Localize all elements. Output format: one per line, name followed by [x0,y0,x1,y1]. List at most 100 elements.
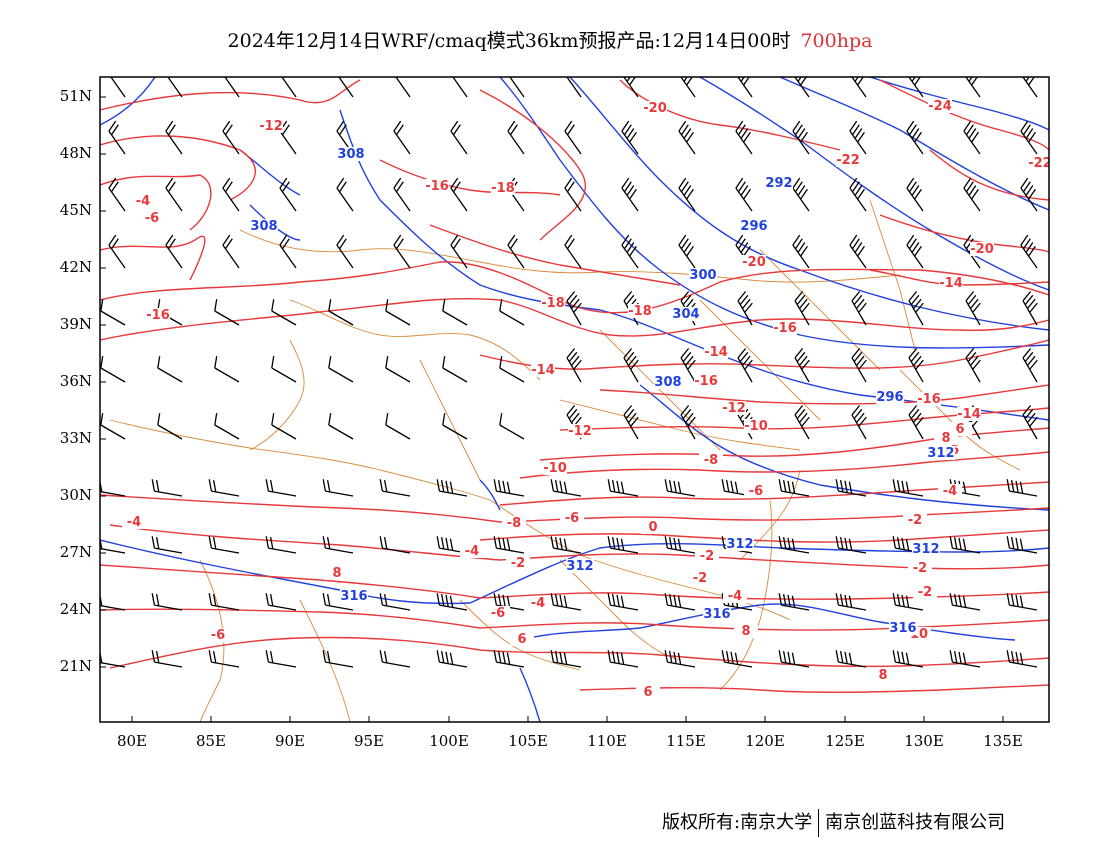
height-label: 308 [337,147,364,162]
wind-barb [157,413,183,440]
border-line [289,299,541,381]
temperature-isotherm [599,384,1049,405]
wind-barb [222,120,240,155]
temperature-label: 8 [741,624,750,639]
temperature-label: -20 [970,242,994,257]
temperature-label: -14 [939,276,963,291]
wind-barb [271,413,297,440]
label-background [526,596,550,610]
wind-barb [1006,479,1038,497]
wind-barb [385,299,411,326]
wind-barb [265,593,297,611]
wind-barb [208,479,240,497]
wind-barb [507,234,525,269]
border-line [699,299,821,421]
label-background [734,624,758,638]
wind-barb [607,650,639,668]
temperature-isotherm [109,636,1049,669]
temperature-isotherm [100,174,212,231]
wind-barb [564,234,582,269]
label-background [908,561,932,575]
wind-barb [1006,536,1038,554]
temperature-label: -2 [511,556,525,571]
temperature-isotherm [619,79,841,151]
temperature-label: -20 [643,101,667,116]
wind-barb [322,536,354,554]
label-background [722,401,746,415]
height-label: 292 [765,176,792,191]
label-background [773,321,797,335]
wind-barb [965,291,981,326]
temperature-isotherm [100,79,361,111]
wind-barb [1022,291,1038,326]
label-background [928,99,952,113]
wind-barb [450,234,468,269]
label-background [250,219,278,233]
wind-barb [906,234,924,269]
wind-barb [721,650,753,668]
wind-barb [566,348,582,383]
temperature-label: -16 [425,179,449,194]
wind-barb [1020,120,1038,155]
wind-barb [607,479,639,497]
wind-barb [906,120,924,155]
temperature-label: -4 [136,194,150,209]
wind-barb [949,593,981,611]
wind-barb [849,177,867,212]
temperature-isotherm [100,564,1049,600]
copyright-text: 版权所有:南京大学 [662,812,813,833]
height-label: 296 [876,390,903,405]
wind-barb [165,120,183,155]
wind-barb [792,177,810,212]
lon-label: 135E [983,732,1023,750]
label-background [506,556,530,570]
height-contour [519,603,1016,641]
wind-barb [737,291,753,326]
wind-barb [452,77,468,98]
wind-barb [851,348,867,383]
wind-barb [664,536,696,554]
wind-barb [737,348,753,383]
temperature-label: -24 [928,99,952,114]
height-label: 312 [912,542,939,557]
wind-barb [1022,77,1038,98]
wind-barb [436,593,468,611]
border-line [719,499,773,691]
wind-barb [214,299,240,326]
height-label: 312 [726,537,753,552]
label-background [742,255,766,269]
wind-barb [851,291,867,326]
wind-barb [151,650,183,668]
temperature-label: -4 [943,484,957,499]
label-background [337,147,365,161]
wind-barb [395,77,411,98]
lon-label: 125E [825,732,865,750]
wind-barb [794,77,810,98]
wind-barb [794,348,810,383]
wind-barb [279,177,297,212]
temperature-label: -6 [211,628,225,643]
wind-barb [393,120,411,155]
temperature-isotherm [579,684,1049,694]
label-background [913,585,937,599]
temperature-isotherm [100,235,206,281]
temperature-label: 6 [517,632,526,647]
label-background [699,453,723,467]
height-contour [479,479,501,511]
height-contour [519,667,541,722]
temperature-isotherm [100,297,1049,341]
map-frame [99,76,1050,723]
wind-barb [680,348,696,383]
temperature-label: -2 [908,513,922,528]
wind-barb [279,234,297,269]
wind-barb [735,120,753,155]
label-background [541,296,565,310]
height-contour [869,77,1049,131]
temperature-label: -2 [693,571,707,586]
lat-label: 27N [59,543,92,561]
wind-barb [623,405,639,440]
label-background [672,307,700,321]
wind-barb [564,120,582,155]
wind-barb [450,177,468,212]
